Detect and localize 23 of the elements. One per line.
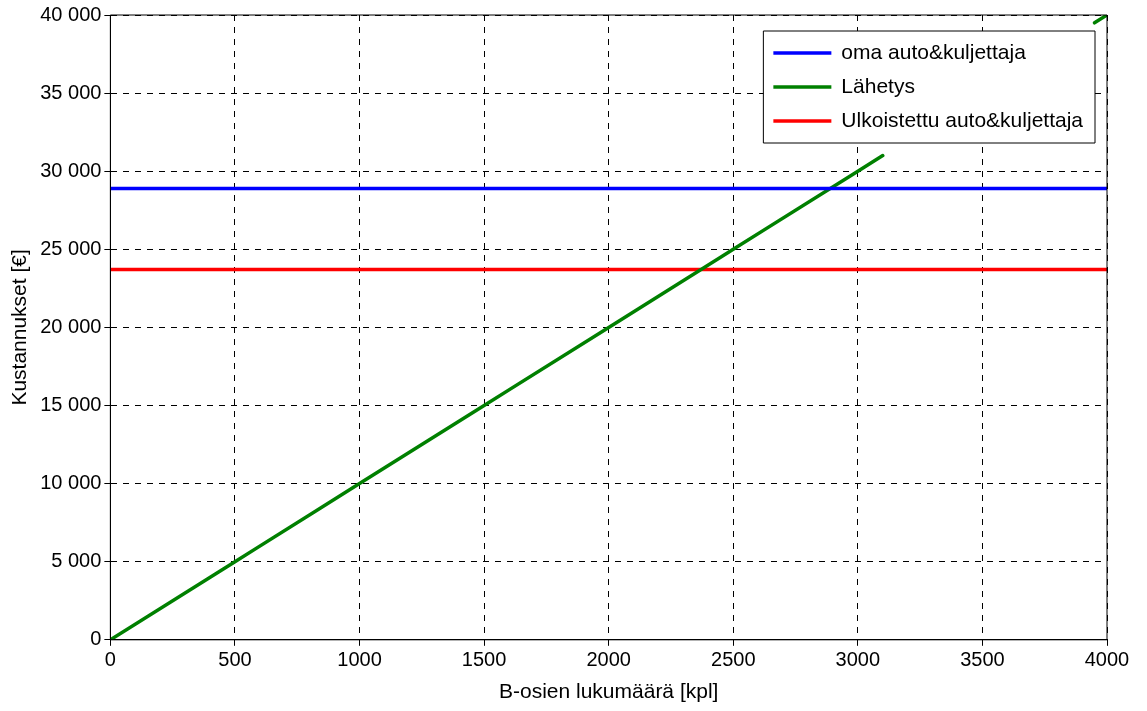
legend-label: oma auto&kuljettaja	[841, 39, 1027, 63]
x-tick-label: 3000	[835, 648, 881, 671]
x-tick-label: 1500	[461, 648, 507, 671]
legend-label: Lähetys	[841, 73, 915, 97]
x-tick-label: 0	[104, 648, 116, 671]
x-tick-label: 2500	[711, 648, 756, 671]
y-tick-label: 40 000	[40, 2, 102, 25]
y-tick-label: 25 000	[40, 236, 102, 259]
x-tick-label: 3500	[960, 648, 1005, 671]
x-tick-label: 2000	[586, 648, 631, 671]
x-tick-label: 1000	[337, 648, 382, 671]
y-tick-label: 35 000	[40, 80, 102, 103]
y-tick-label: 5 000	[51, 549, 102, 572]
x-tick-label: 500	[218, 648, 252, 671]
x-tick-label: 4000	[1084, 648, 1130, 671]
y-axis-title: Kustannukset [€]	[7, 249, 31, 406]
x-axis-title: B-osien lukumäärä [kpl]	[498, 679, 719, 703]
y-tick-label: 0	[90, 627, 102, 650]
legend-label: Ulkoistettu auto&kuljettaja	[841, 107, 1084, 131]
y-tick-label: 30 000	[40, 158, 102, 181]
y-tick-label: 15 000	[40, 393, 102, 416]
y-tick-label: 10 000	[40, 471, 102, 494]
y-tick-label: 20 000	[40, 314, 102, 337]
